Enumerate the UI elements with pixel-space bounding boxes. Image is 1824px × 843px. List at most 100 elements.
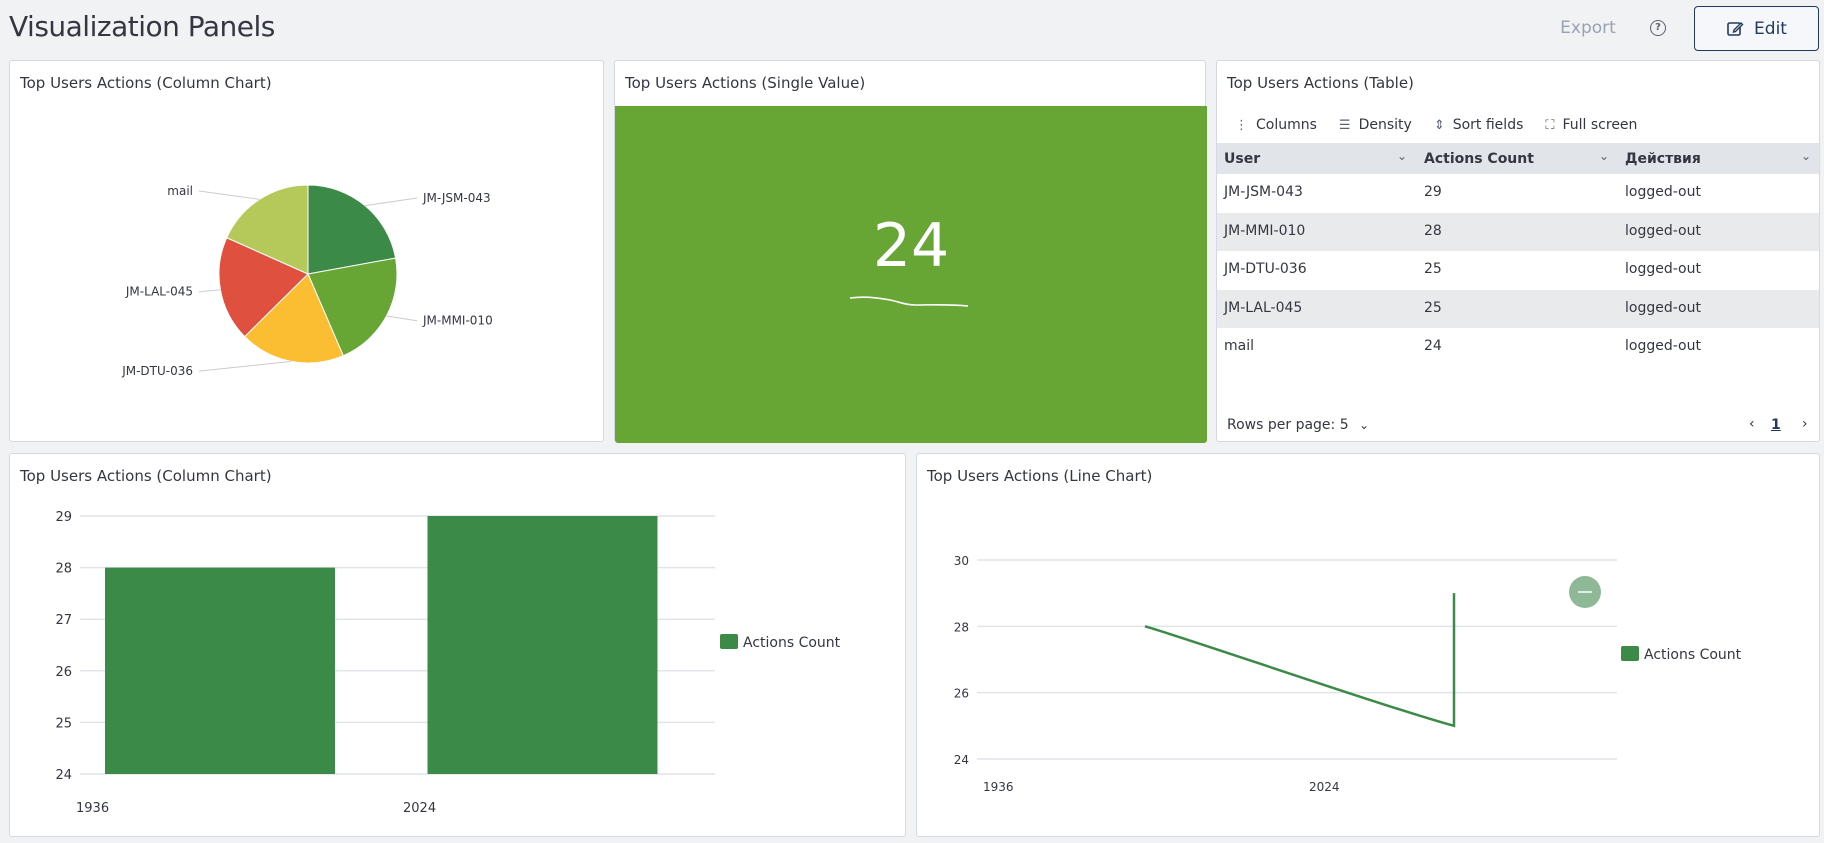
line-panel-title: Top Users Actions (Line Chart) xyxy=(927,467,1153,485)
x-tick-label: 1936 xyxy=(76,801,109,816)
table-cell: logged-out xyxy=(1625,184,1701,200)
page-header: Visualization Panels Export ? Edit xyxy=(0,0,1824,56)
single-value-panel: Top Users Actions (Single Value) 24 xyxy=(614,60,1207,443)
page-title: Visualization Panels xyxy=(9,10,275,43)
table-cell: JM-MMI-010 xyxy=(1224,222,1306,239)
table-cell: 24 xyxy=(1424,338,1442,354)
edit-button[interactable]: Edit xyxy=(1694,6,1819,51)
table-row[interactable]: JM-JSM-043 29 logged-out xyxy=(1217,174,1819,212)
table-cell: JM-LAL-045 xyxy=(1224,299,1303,316)
chevron-down-icon[interactable]: ⌄ xyxy=(1599,149,1610,163)
y-tick-label: 25 xyxy=(55,716,72,731)
pie-leader-line xyxy=(198,360,292,372)
chevron-down-icon[interactable]: ⌄ xyxy=(1801,149,1812,163)
full-screen-label: Full screen xyxy=(1562,117,1638,133)
bar[interactable] xyxy=(427,516,658,774)
next-page-icon[interactable]: › xyxy=(1802,416,1808,432)
table-toolbar: ⋮ Columns ☰ Density ⇕ Sort fields ⛶ Full… xyxy=(1235,115,1637,135)
line-series[interactable] xyxy=(1144,593,1456,728)
pie-leader-line xyxy=(364,197,418,207)
prev-page-icon[interactable]: ‹ xyxy=(1749,416,1755,432)
x-tick-label: 2024 xyxy=(403,801,436,816)
y-tick-label: 28 xyxy=(55,562,72,577)
rows-per-page[interactable]: Rows per page: 5 ⌄ xyxy=(1227,417,1369,433)
y-tick-label: 26 xyxy=(954,687,969,701)
header-user[interactable]: User xyxy=(1224,151,1261,167)
table-cell: 29 xyxy=(1424,184,1442,200)
pie-panel: Top Users Actions (Column Chart) JM-JSM-… xyxy=(9,60,604,442)
sort-fields-button[interactable]: ⇕ Sort fields xyxy=(1434,115,1524,135)
table-header: User ⌄ Actions Count ⌄ Действия ⌄ xyxy=(1217,143,1819,174)
table-panel: Top Users Actions (Table) ⋮ Columns ☰ De… xyxy=(1216,60,1820,442)
sparkline xyxy=(850,296,969,307)
rows-per-page-label: Rows per page: 5 xyxy=(1227,417,1349,433)
pie-slice[interactable] xyxy=(307,257,398,357)
table-panel-title: Top Users Actions (Table) xyxy=(1227,74,1414,92)
pie-label: JM-DTU-036 xyxy=(121,364,193,378)
pie-label: mail xyxy=(167,184,193,198)
pie-label: JM-JSM-043 xyxy=(422,191,491,205)
single-value-panel-title: Top Users Actions (Single Value) xyxy=(625,74,866,92)
chevron-down-icon[interactable]: ⌄ xyxy=(1397,149,1408,163)
table-cell: logged-out xyxy=(1625,222,1701,239)
columns-button[interactable]: ⋮ Columns xyxy=(1235,115,1317,135)
legend-swatch xyxy=(720,634,738,649)
density-button[interactable]: ☰ Density xyxy=(1339,115,1412,135)
x-tick-label: 2024 xyxy=(1309,780,1340,794)
edit-icon xyxy=(1727,21,1744,36)
x-tick-label: 1936 xyxy=(983,780,1014,794)
y-tick-label: 26 xyxy=(55,665,72,680)
table-cell: logged-out xyxy=(1625,338,1701,354)
y-tick-label: 28 xyxy=(954,620,969,634)
pie-chart: JM-JSM-043 JM-MMI-010 JM-DTU-036 JM-LAL-045… xyxy=(121,184,493,378)
header-actions[interactable]: Действия xyxy=(1625,151,1701,167)
bar-chart: 24 25 26 27 28 29 1936 2024 Actions Count xyxy=(55,510,841,816)
table-cell: logged-out xyxy=(1625,299,1701,316)
density-label: Density xyxy=(1358,117,1412,133)
table-cell: JM-DTU-036 xyxy=(1224,261,1307,277)
header-actions-count[interactable]: Actions Count xyxy=(1424,151,1534,167)
legend-label[interactable]: Actions Count xyxy=(1644,647,1742,663)
bar[interactable] xyxy=(105,567,335,774)
columns-icon: ⋮ xyxy=(1235,117,1248,133)
pie-label: JM-LAL-045 xyxy=(125,285,193,299)
y-tick-label: 24 xyxy=(55,768,72,783)
pie-leader-line xyxy=(386,315,418,322)
pie-label: JM-MMI-010 xyxy=(422,314,493,328)
y-tick-label: 27 xyxy=(55,613,72,628)
y-tick-label: 24 xyxy=(954,753,969,767)
table-row[interactable]: JM-MMI-010 28 logged-out xyxy=(1217,212,1819,251)
sort-fields-label: Sort fields xyxy=(1452,117,1524,133)
table-cell: logged-out xyxy=(1625,261,1701,277)
bar-panel-title: Top Users Actions (Column Chart) xyxy=(20,467,272,485)
pie-leader-line xyxy=(198,289,221,293)
table-row[interactable]: mail 24 logged-out xyxy=(1217,328,1819,366)
table-cell: 25 xyxy=(1424,261,1442,277)
legend-swatch xyxy=(1621,646,1639,661)
edit-label: Edit xyxy=(1754,18,1787,39)
table-row[interactable]: JM-LAL-045 25 logged-out xyxy=(1217,289,1819,328)
full-screen-button[interactable]: ⛶ Full screen xyxy=(1545,115,1637,135)
table-cell: 28 xyxy=(1424,222,1442,239)
density-icon: ☰ xyxy=(1338,117,1351,133)
columns-label: Columns xyxy=(1256,117,1317,133)
table-cell: 25 xyxy=(1424,299,1442,316)
line-panel: Top Users Actions (Line Chart) 24 26 28 30 1… xyxy=(916,453,1820,837)
table-cell: mail xyxy=(1224,338,1254,354)
line-chart: 24 26 28 30 1936 2024 Actions Count xyxy=(954,554,1742,794)
y-tick-label: 30 xyxy=(954,554,969,568)
pie-leader-line xyxy=(198,190,260,200)
table-row[interactable]: JM-DTU-036 25 logged-out xyxy=(1217,251,1819,289)
chevron-down-icon: ⌄ xyxy=(1359,418,1370,432)
fullscreen-icon: ⛶ xyxy=(1545,117,1555,133)
legend-label[interactable]: Actions Count xyxy=(743,635,841,651)
pie-panel-title: Top Users Actions (Column Chart) xyxy=(20,74,272,92)
sort-icon: ⇕ xyxy=(1433,117,1445,133)
page-number[interactable]: 1 xyxy=(1771,417,1781,433)
table-cell: JM-JSM-043 xyxy=(1224,184,1303,200)
export-button[interactable]: Export xyxy=(1548,17,1628,39)
help-icon[interactable]: ? xyxy=(1650,20,1666,36)
bar-panel: Top Users Actions (Column Chart) 24 25 26 2… xyxy=(9,453,906,837)
single-value-tile: 24 xyxy=(615,106,1207,443)
pie-slice[interactable] xyxy=(307,184,397,275)
